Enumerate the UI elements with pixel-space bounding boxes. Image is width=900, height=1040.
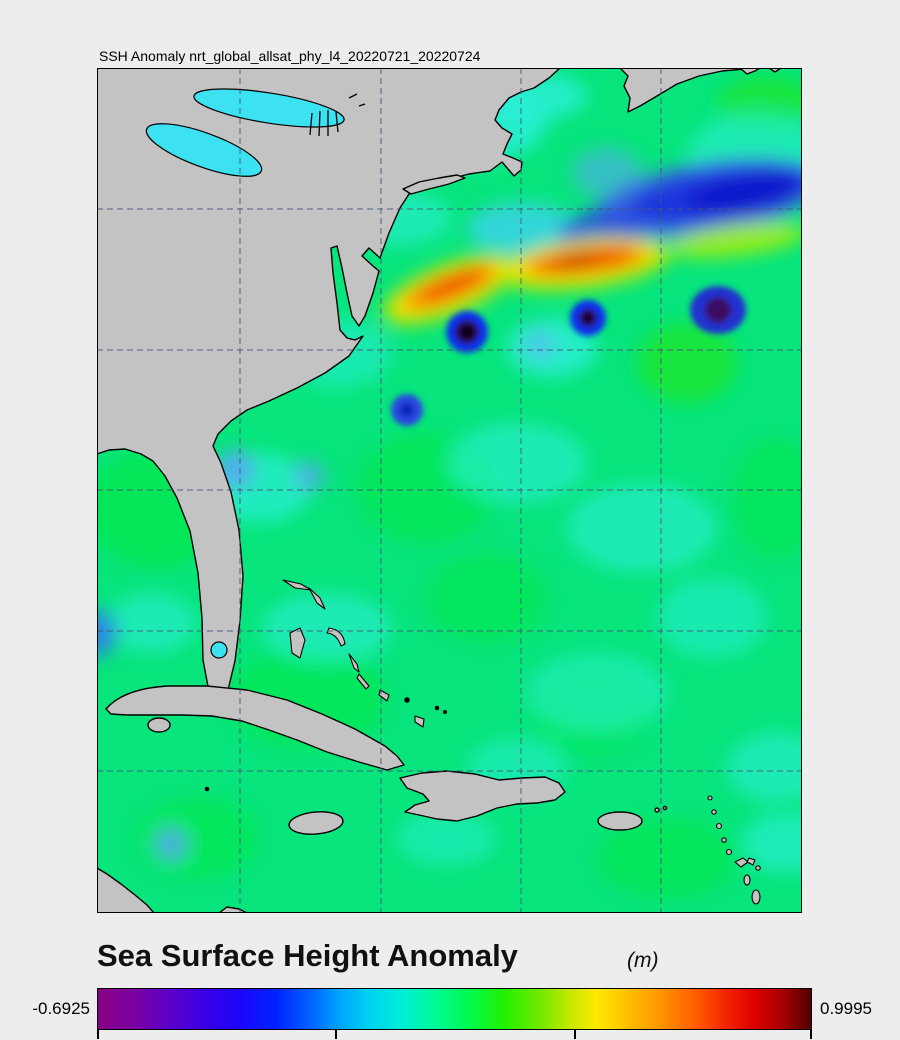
finger-lakes	[309, 93, 366, 137]
figure-title: SSH Anomaly nrt_global_allsat_phy_l4_202…	[99, 48, 481, 64]
map-border	[97, 68, 802, 913]
land-masses	[97, 68, 782, 913]
land-puerto-rico	[597, 811, 643, 831]
lake-okeechobee	[210, 641, 228, 659]
lakes	[145, 88, 345, 659]
colorbar-min-label: -0.6925	[32, 999, 90, 1018]
colorbar-gradient	[97, 988, 812, 1030]
cold-eddies	[391, 286, 746, 426]
land-cuba	[105, 685, 405, 771]
lake-erie	[145, 123, 263, 177]
land-central-america	[97, 867, 155, 913]
land-hispaniola	[399, 770, 566, 822]
ssh-anomaly-map	[97, 68, 802, 913]
colorbar-units-label: (m)	[627, 949, 659, 972]
colorbar-tick	[574, 1030, 576, 1039]
colorbar-tick	[97, 1030, 99, 1039]
lake-ontario	[193, 88, 345, 128]
land-isle-of-youth	[147, 717, 171, 733]
map-canvas	[97, 68, 802, 913]
colorbar-title: Sea Surface Height Anomaly	[97, 938, 518, 973]
land-long-island	[402, 174, 466, 195]
colorbar-tick	[335, 1030, 337, 1039]
map-gridlines	[97, 68, 802, 913]
colorbar-max-label: 0.9995	[820, 999, 872, 1018]
land-small-islands	[282, 579, 761, 905]
land-jamaica	[288, 811, 344, 835]
colorbar-tick	[810, 1030, 812, 1039]
